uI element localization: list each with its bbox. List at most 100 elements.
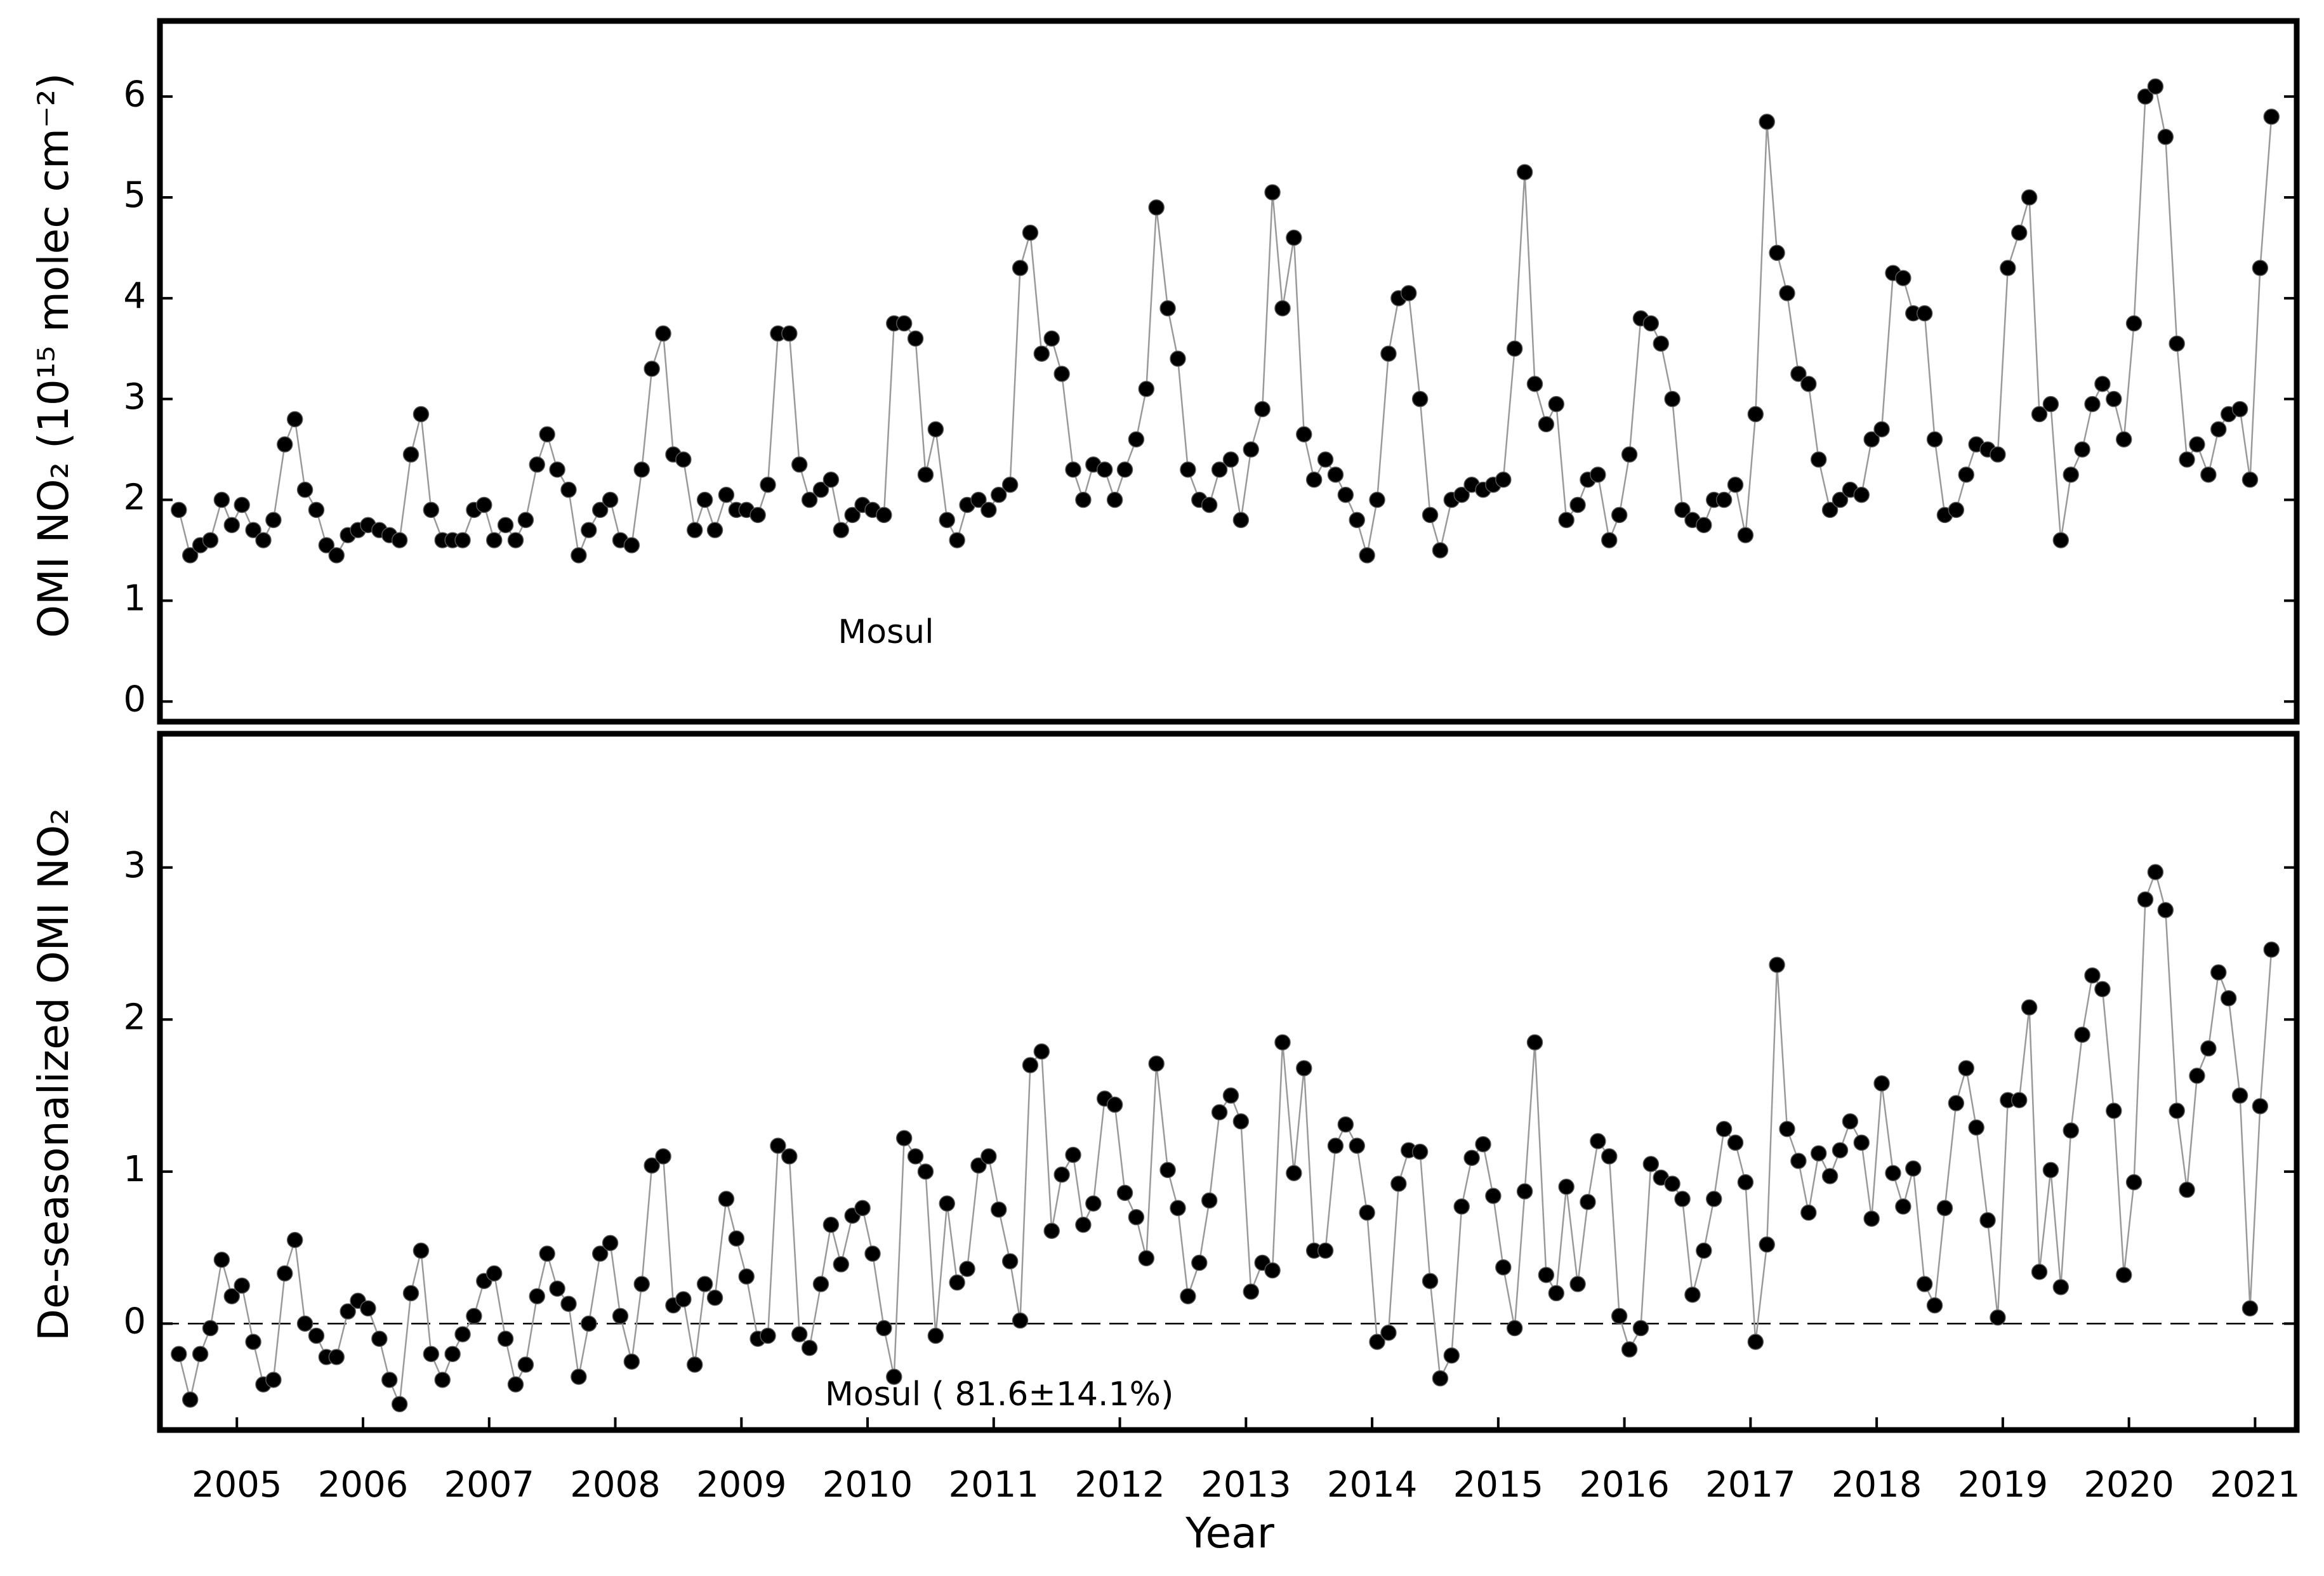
data-point (1810, 451, 1827, 468)
data-point (1905, 1160, 1922, 1177)
data-point (1075, 1216, 1092, 1233)
data-point (371, 1330, 388, 1348)
data-point (927, 1327, 944, 1344)
data-point (1390, 1175, 1407, 1192)
data-point (1286, 229, 1302, 246)
data-point (895, 1130, 913, 1146)
data-point (1411, 1143, 1429, 1160)
annotation: Mosul ( 81.6±14.1%) (825, 1375, 1173, 1414)
data-point (939, 512, 956, 529)
data-point (801, 1339, 818, 1356)
data-point (1033, 345, 1050, 362)
data-point (2052, 1279, 2070, 1295)
data-point (633, 1276, 650, 1292)
data-point (1990, 446, 2006, 463)
data-point (1138, 1250, 1155, 1267)
data-point (1106, 491, 1123, 508)
data-point (277, 1265, 293, 1282)
data-point (485, 532, 503, 548)
data-point (1926, 1297, 1943, 1314)
data-point (1443, 1347, 1460, 1364)
y-tick-label: 3 (123, 376, 146, 418)
data-point (171, 1346, 187, 1362)
data-point (1053, 1166, 1070, 1183)
data-point (1337, 1116, 1354, 1133)
data-point (1580, 1193, 1596, 1210)
data-point (949, 532, 965, 548)
data-point (738, 1268, 755, 1285)
data-point (1096, 461, 1113, 478)
data-point (423, 501, 440, 519)
data-point (1558, 1179, 1575, 1195)
data-point (234, 496, 250, 513)
data-point (1337, 486, 1354, 503)
data-point (2200, 1040, 2217, 1057)
data-point (1191, 1254, 1208, 1271)
data-point (2169, 1103, 2185, 1119)
data-point (476, 496, 492, 513)
data-point (318, 537, 335, 553)
data-point (1590, 467, 1606, 483)
data-point (2052, 532, 2070, 548)
data-point (1590, 1133, 1606, 1149)
data-point (1569, 496, 1586, 513)
x-tick-label: 2005 (192, 1464, 282, 1506)
data-point (1264, 1262, 1281, 1279)
data-point (1159, 1162, 1176, 1179)
data-point (1506, 1320, 1523, 1337)
data-point (2094, 981, 2111, 998)
data-point (182, 1391, 199, 1408)
data-point (949, 1274, 965, 1291)
data-point (1232, 1113, 1250, 1130)
y-tick-label: 3 (123, 845, 146, 886)
data-point (1863, 1210, 1880, 1227)
data-point (223, 1288, 241, 1304)
data-point (2147, 78, 2164, 95)
data-point (549, 461, 565, 478)
data-point (1747, 1334, 1764, 1350)
data-point (1737, 1174, 1754, 1191)
data-point (182, 547, 199, 564)
x-tick-label: 2006 (318, 1464, 409, 1506)
data-point (675, 1291, 692, 1308)
data-point (696, 491, 713, 508)
data-point (2031, 406, 2048, 423)
series-line (178, 869, 2273, 1405)
data-point (760, 1327, 776, 1344)
data-point (1674, 501, 1691, 519)
data-point (1853, 1134, 1870, 1151)
data-point (1715, 491, 1733, 508)
data-point (296, 481, 314, 498)
data-point (1832, 491, 1849, 508)
data-point (2042, 395, 2059, 413)
data-point (434, 1372, 451, 1388)
x-tick-label: 2015 (1453, 1464, 1544, 1506)
data-point (2031, 1264, 2048, 1280)
data-point (1043, 1222, 1060, 1239)
x-tick-label: 2018 (1832, 1464, 1922, 1506)
data-point (1873, 421, 1890, 438)
data-point (1369, 1334, 1385, 1350)
y-tick-label: 2 (123, 997, 146, 1038)
data-point (1305, 472, 1323, 488)
data-point (2021, 999, 2038, 1016)
data-point (781, 325, 798, 342)
data-point (1128, 1208, 1145, 1226)
data-point (791, 456, 808, 473)
data-point (1065, 1146, 1081, 1163)
data-point (286, 411, 303, 428)
data-point (1243, 441, 1260, 458)
data-point (1611, 507, 1628, 524)
data-point (402, 446, 419, 463)
y-tick-label: 0 (123, 679, 146, 720)
data-point (296, 1315, 314, 1332)
data-point (1128, 431, 1145, 447)
data-point (623, 1353, 640, 1370)
data-point (1538, 416, 1555, 433)
data-point (1853, 486, 1870, 503)
plot-frame (157, 731, 2300, 1433)
data-point (1359, 547, 1375, 564)
data-point (2094, 376, 2111, 392)
data-point (1274, 300, 1291, 317)
